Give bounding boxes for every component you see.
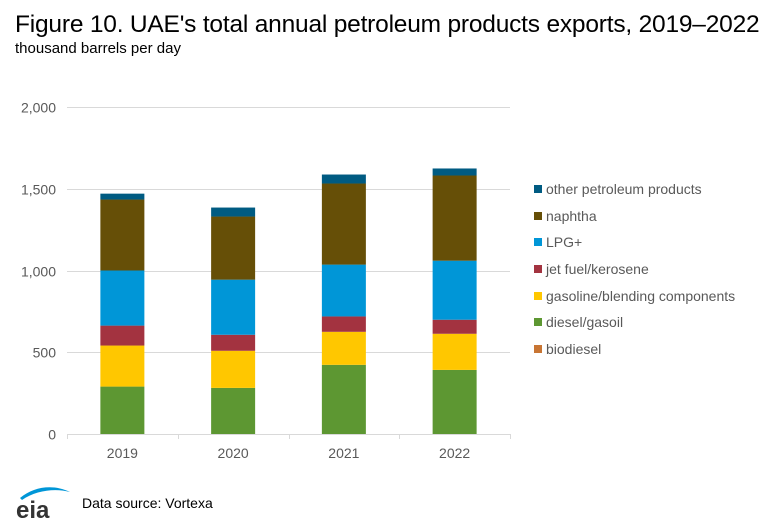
chart-subtitle: thousand barrels per day [15,40,181,57]
legend-item: gasoline/blending components [534,282,735,309]
bar-segment-gasoline-blending-components-2019 [100,345,145,387]
x-tick-label: 2019 [107,445,138,461]
bar-segment-naphtha-2020 [211,216,256,280]
legend-label: biodiesel [546,340,602,357]
legend-label: naphtha [546,207,597,224]
y-tick-label: 500 [33,345,57,361]
legend-swatch [534,185,542,194]
bar-segment-naphtha-2019 [100,199,145,271]
legend-label: LPG+ [546,234,583,251]
eia-logo-text: eia [16,497,50,522]
bar-segment-jet-fuel-kerosene-2021 [321,316,366,332]
bar-segment-lpg--2020 [211,279,256,335]
x-tick-label: 2022 [439,445,470,461]
eia-logo-swoosh [20,487,70,500]
chart-title: Figure 10. UAE's total annual petroleum … [15,11,760,38]
bar-segment-other-petroleum-products-2019 [100,193,145,200]
x-axis [67,434,511,439]
bar-segment-naphtha-2022 [432,175,477,261]
x-axis-ticks: 2019 2020 2021 2022 [107,445,471,461]
bar-segment-jet-fuel-kerosene-2020 [211,334,256,351]
legend-label: jet fuel/kerosene [546,261,649,278]
bar-segment-gasoline-blending-components-2020 [211,350,256,388]
bar-segment-diesel-gasoil-2021 [321,364,366,434]
y-tick-label: 0 [48,427,56,443]
legend: other petroleum products naphtha LPG+ jet f… [534,176,735,362]
legend-swatch [534,318,542,327]
bar-segment-jet-fuel-kerosene-2019 [100,325,145,346]
legend-swatch [534,344,542,353]
legend-swatch [534,291,542,300]
legend-label: other petroleum products [546,181,702,198]
x-tick-label: 2020 [218,445,249,461]
bar-segment-other-petroleum-products-2022 [432,168,477,176]
legend-swatch [534,211,542,220]
legend-label: diesel/gasoil [546,314,624,331]
bar-segment-other-petroleum-products-2020 [211,207,256,217]
eia-logo: eia [16,487,70,522]
bar-segment-lpg--2022 [432,260,477,320]
x-tick-label: 2021 [328,445,359,461]
bar-segment-jet-fuel-kerosene-2022 [432,319,477,334]
y-tick-label: 2,000 [21,100,56,116]
legend-item: naphtha [534,203,735,230]
bar-segment-diesel-gasoil-2020 [211,387,256,434]
legend-label: gasoline/blending components [546,287,736,304]
bar-segment-lpg--2021 [321,264,366,317]
bar-segment-diesel-gasoil-2022 [432,369,477,434]
bar-segment-other-petroleum-products-2021 [321,174,366,184]
data-source: Data source: Vortexa [82,495,213,511]
bars [100,168,477,434]
bar-segment-lpg--2019 [100,270,145,326]
bar-segment-gasoline-blending-components-2021 [321,331,366,365]
legend-item: diesel/gasoil [534,309,735,336]
legend-item: biodiesel [534,336,735,363]
legend-item: LPG+ [534,229,735,256]
legend-item: other petroleum products [534,176,735,203]
legend-swatch [534,238,542,247]
y-axis-ticks: 0 500 1,000 1,500 2,000 [21,100,56,443]
legend-swatch [534,265,542,274]
bar-segment-diesel-gasoil-2019 [100,386,145,434]
legend-item: jet fuel/kerosene [534,256,735,283]
y-tick-label: 1,500 [21,182,56,198]
bar-segment-naphtha-2021 [321,183,366,265]
bar-segment-gasoline-blending-components-2022 [432,333,477,370]
y-tick-label: 1,000 [21,264,56,280]
